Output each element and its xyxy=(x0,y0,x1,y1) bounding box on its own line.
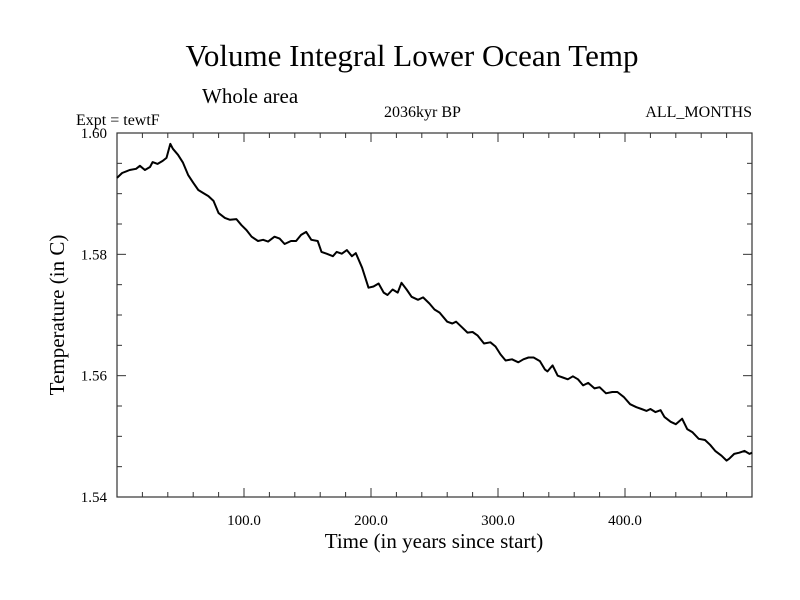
y-tick-label: 1.54 xyxy=(81,490,108,506)
x-tick-label: 100.0 xyxy=(227,513,261,529)
y-tick-label: 1.56 xyxy=(81,369,108,385)
x-tick-label: 200.0 xyxy=(354,513,388,529)
x-tick-label: 300.0 xyxy=(481,513,515,529)
y-tick-label: 1.58 xyxy=(81,247,107,263)
y-axis-label: Temperature (in C) xyxy=(45,235,69,396)
chart-subtitle: Whole area xyxy=(202,84,299,108)
period-label: 2036kyr BP xyxy=(384,104,461,121)
experiment-label: Expt = tewtF xyxy=(76,112,160,129)
y-tick-label: 1.60 xyxy=(81,126,107,142)
tick-labels: 100.0 200.0 300.0 400.0 1.54 1.56 1.58 1.60 xyxy=(81,126,642,529)
months-label: ALL_MONTHS xyxy=(645,104,752,121)
plot-frame xyxy=(116,132,753,498)
x-axis-label: Time (in years since start) xyxy=(325,529,544,553)
series-line xyxy=(116,142,753,462)
chart-title: Volume Integral Lower Ocean Temp xyxy=(185,38,639,73)
x-tick-label: 400.0 xyxy=(608,513,642,529)
axis-ticks xyxy=(117,133,752,497)
